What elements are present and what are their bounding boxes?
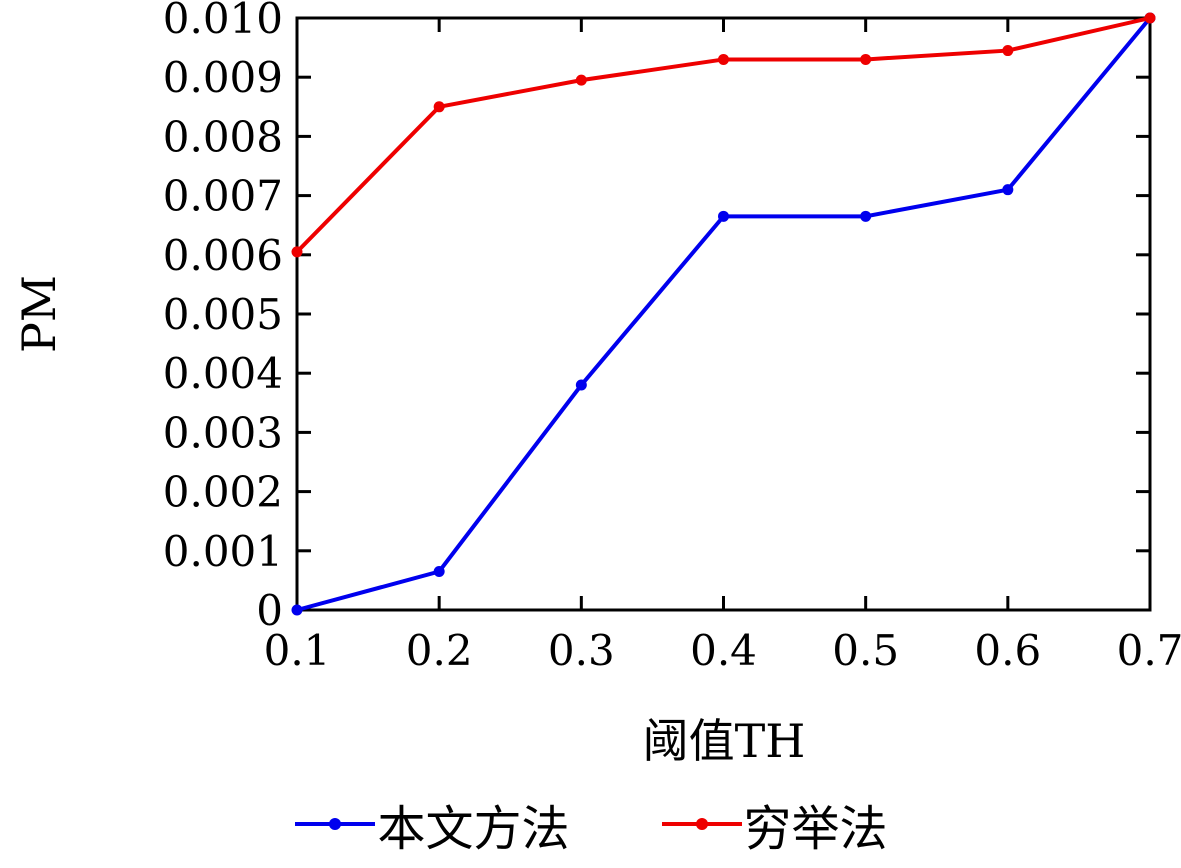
legend-item-proposed-method: 本文方法 xyxy=(293,789,570,859)
data-point-marker xyxy=(860,210,872,222)
series-line-0 xyxy=(296,16,1152,612)
y-tick-label: 0.009 xyxy=(163,53,283,102)
line-chart-svg: 0.1 0.2 0.3 0.4 0.5 0.6 0.7 0 0.001 0.002 0.003 0.0… xyxy=(12,0,1181,768)
data-point-marker xyxy=(718,53,729,65)
legend-label: 本文方法 xyxy=(377,801,570,857)
data-point-marker xyxy=(1002,184,1014,196)
data-point-marker xyxy=(433,566,445,578)
y-tick-label: 0.006 xyxy=(163,231,283,280)
y-tick-label: 0.008 xyxy=(163,112,283,161)
data-point-marker xyxy=(575,379,587,391)
y-tick-label: 0.002 xyxy=(163,468,283,517)
legend-item-exhaustive-method: 穷举法 xyxy=(660,789,888,859)
x-tick-label: 0.4 xyxy=(690,626,757,675)
legend-label: 穷举法 xyxy=(743,801,888,857)
x-tick-label: 0.6 xyxy=(974,626,1041,675)
y-tick-label: 0.003 xyxy=(163,408,283,457)
data-point-marker xyxy=(860,53,872,65)
data-point-marker xyxy=(1002,45,1014,57)
y-tick-label: 0.007 xyxy=(163,172,283,221)
y-tick-label: 0.005 xyxy=(163,290,283,339)
x-tick-label: 0.1 xyxy=(264,626,331,675)
data-point-marker xyxy=(291,604,303,616)
legend-line-marker-icon xyxy=(661,818,742,830)
x-tick-label: 0.7 xyxy=(1117,626,1181,675)
data-point-marker xyxy=(433,101,445,113)
y-tick-label: 0 xyxy=(256,586,283,635)
x-axis-label: 阈值TH xyxy=(643,714,806,768)
legend-line-marker-icon xyxy=(295,818,376,830)
y-tick-label: 0.004 xyxy=(163,349,283,398)
data-point-marker xyxy=(718,210,729,222)
x-tick-label: 0.2 xyxy=(406,626,473,675)
x-tick-label: 0.5 xyxy=(832,626,899,675)
data-point-marker xyxy=(291,246,303,258)
legend: 本文方法 穷举法 xyxy=(0,786,1181,862)
data-point-marker xyxy=(575,74,587,86)
y-tick-label: 0.010 xyxy=(163,0,283,43)
data-point-marker xyxy=(1144,12,1156,24)
x-tick-label: 0.3 xyxy=(548,626,615,675)
plot-border xyxy=(295,16,1152,612)
y-tick-label: 0.001 xyxy=(163,527,283,576)
plot-area: 0.1 0.2 0.3 0.4 0.5 0.6 0.7 0 0.001 0.002 0.003 0.0… xyxy=(163,0,1181,675)
y-axis-label: PM xyxy=(12,275,66,353)
